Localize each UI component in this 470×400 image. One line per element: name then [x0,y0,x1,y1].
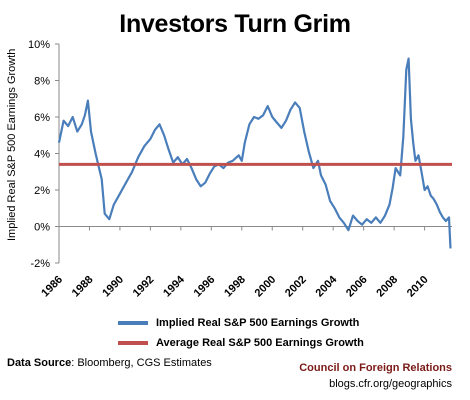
y-tick-label: 10% [28,39,50,51]
y-tick-label: -2% [30,258,50,270]
x-tick-label: 2006 [344,274,370,300]
org-url: blogs.cfr.org/geographics [329,378,452,390]
y-tick-label: 4% [34,149,50,161]
legend-item-implied: Implied Real S&P 500 Earnings Growth [118,317,359,329]
legend-label-average: Average Real S&P 500 Earnings Growth [156,337,364,349]
x-tick-label: 2000 [253,274,279,300]
chart-title: Investors Turn Grim [119,10,351,38]
x-tick-label: 2008 [374,274,400,300]
y-tick-label: 2% [34,185,50,197]
legend-label-implied: Implied Real S&P 500 Earnings Growth [156,317,360,329]
x-tick-label: 1990 [100,274,126,300]
y-tick-label: 6% [34,112,50,124]
x-tick-label: 2002 [283,274,309,300]
x-tick-label: 1992 [131,274,157,300]
x-tick-label: 1986 [39,274,65,300]
x-tick-label: 1996 [192,274,218,300]
series-line-implied-growth [57,57,452,249]
legend-item-average: Average Real S&P 500 Earnings Growth [118,337,364,349]
data-source-text: : Bloomberg, CGS Estimates [71,357,212,369]
y-tick-labels: -2% 0% 2% 4% 6% 8% 10% [28,39,50,270]
y-tick-label: 8% [34,76,50,88]
x-tick-label: 1988 [70,274,96,300]
x-tick-label: 1994 [161,273,187,299]
data-source-label: Data Source [7,357,72,369]
org-credit: Council on Foreign Relations [299,362,452,374]
y-tick-label: 0% [34,222,50,234]
chart-axes [55,43,452,264]
legend-swatch-average [118,341,148,345]
x-tick-label: 2010 [405,274,431,300]
x-tick-label: 2004 [314,273,340,299]
x-tick-labels: 1986 1988 1990 1992 1994 1996 1998 2000 2002 2004… [39,273,430,299]
x-tick-label: 1998 [222,274,248,300]
legend-swatch-implied [118,321,148,325]
data-source: Data Source: Bloomberg, CGS Estimates [7,357,212,369]
series-lines [57,57,452,249]
